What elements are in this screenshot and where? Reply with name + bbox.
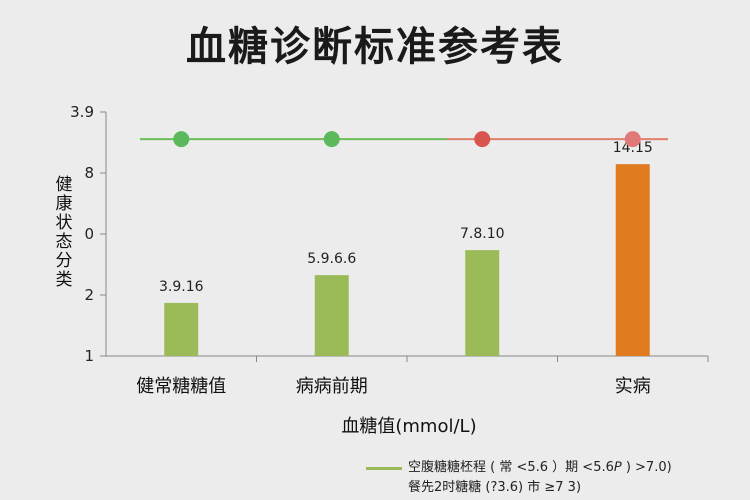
legend: 空腹糖糖柸程 ( 常 <5.6 ）期 <5.6𝘗 ) >7.0) 餐先2时糖糖 … [366,458,746,498]
y-axis-label-char: 分 [56,251,73,271]
reference-marker [173,131,189,147]
bar-value-label: 3.9.16 [159,279,204,295]
x-tick-label: 病病前期 [296,376,368,397]
legend-entry: 空腹糖糖柸程 ( 常 <5.6 ）期 <5.6𝘗 ) >7.0) [366,458,746,478]
legend-entry: 餐先2时糖糖 (?3.6) 市 ≥7 3) [366,478,746,498]
y-axis-label-char: 态 [56,232,73,252]
x-tick-label: 实病 [615,376,651,397]
bar [465,250,499,356]
y-tick-label: 1 [84,347,94,365]
x-tick-label: 健常糖糖值 [136,376,226,397]
y-tick-label: 0 [84,225,94,243]
y-tick-label: 3.9 [70,103,94,121]
y-axis-label-char: 类 [56,270,73,290]
reference-marker [474,131,490,147]
bar-value-label: 7.8.10 [460,226,505,242]
reference-marker [324,131,340,147]
bar [164,303,198,356]
y-tick-label: 2 [84,286,94,304]
bar [616,164,650,356]
bar-value-label: 5.9.6.6 [307,251,356,267]
x-axis-label: 血糖值(mmol/L) [341,416,476,437]
y-tick-label: 8 [84,164,94,182]
legend-swatch [366,467,402,470]
y-axis-label-char: 健 [56,175,73,195]
legend-label: 空腹糖糖柸程 ( 常 <5.6 ）期 <5.6𝘗 ) >7.0) [408,458,672,478]
y-axis-label-char: 状 [56,213,73,233]
reference-marker [625,131,641,147]
bar [315,275,349,356]
y-axis-label-char: 康 [56,194,73,214]
legend-label: 餐先2时糖糖 (?3.6) 市 ≥7 3) [408,478,581,498]
